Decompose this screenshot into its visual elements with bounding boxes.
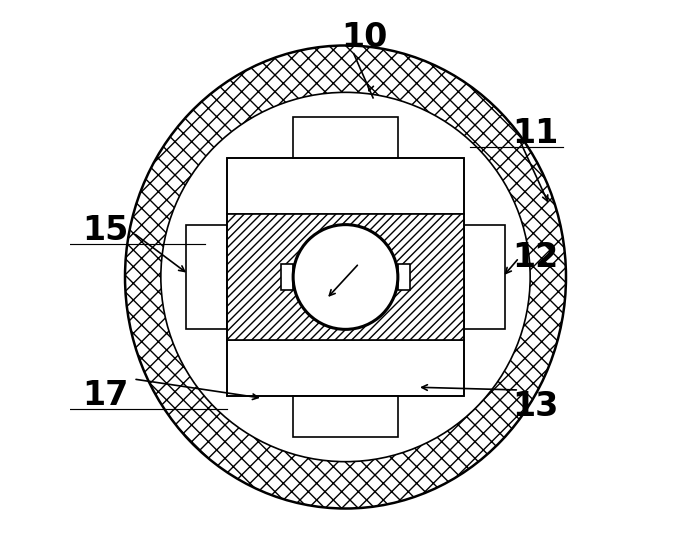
Text: 12: 12 [513, 241, 559, 274]
Bar [398, 264, 410, 290]
Bar [293, 396, 398, 437]
Bar [227, 158, 464, 214]
Bar [227, 158, 464, 396]
Text: 13: 13 [513, 390, 559, 423]
Bar [464, 224, 505, 330]
Text: 10: 10 [341, 20, 388, 54]
Bar [227, 214, 464, 340]
Bar [293, 117, 398, 158]
Text: 15: 15 [82, 214, 129, 247]
Bar [281, 264, 293, 290]
Ellipse shape [125, 45, 566, 509]
Text: 11: 11 [513, 117, 559, 150]
Circle shape [161, 93, 530, 461]
Bar [227, 340, 464, 396]
Bar [186, 224, 227, 330]
Circle shape [293, 224, 398, 330]
Text: 17: 17 [82, 379, 129, 412]
